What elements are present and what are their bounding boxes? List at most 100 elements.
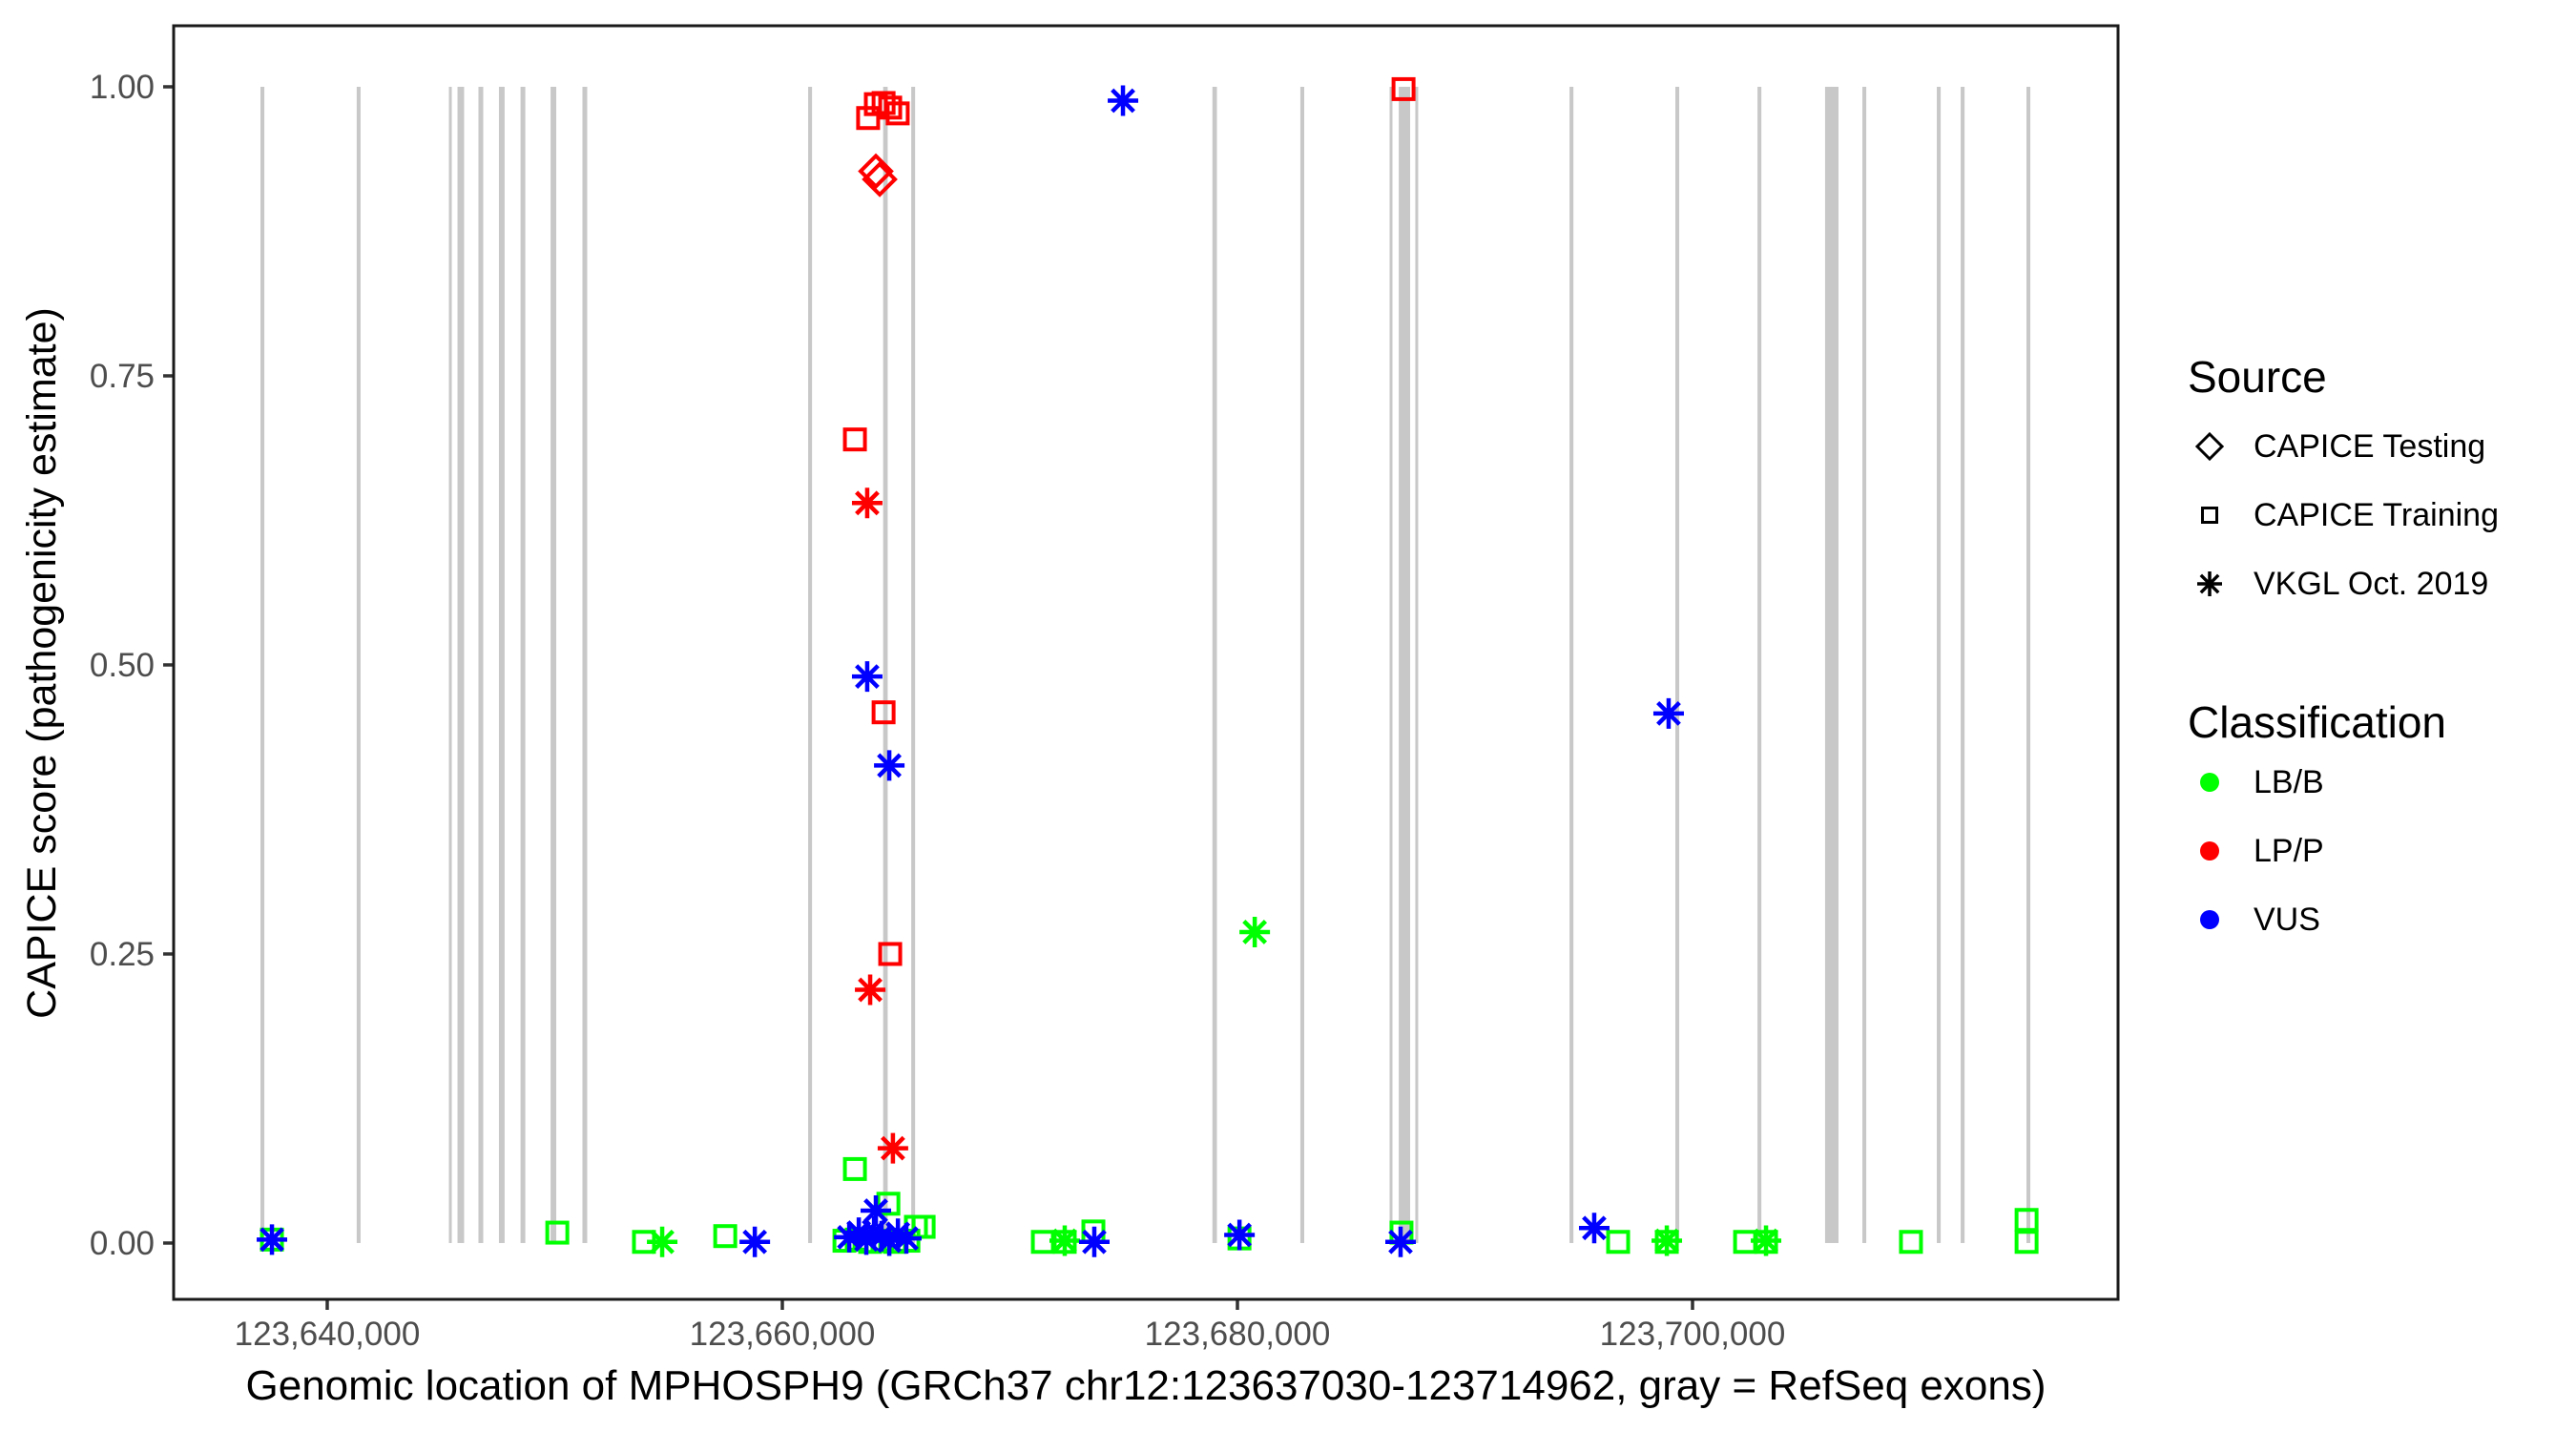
dot-icon (2200, 773, 2219, 792)
x-tick-label: 123,680,000 (1145, 1316, 1331, 1353)
y-tick-label: 0.50 (90, 647, 155, 684)
y-tick-label: 0.75 (90, 358, 155, 395)
data-point-vkgl (647, 1226, 678, 1257)
exon-bar (260, 86, 265, 1243)
legend-item-lp-p: LP/P (2175, 817, 2576, 885)
legend-classification-rows: LB/B LP/P VUS (2175, 748, 2576, 954)
data-point-vkgl (874, 750, 905, 781)
x-tick-label: 123,640,000 (235, 1316, 421, 1353)
data-point-vkgl (877, 1132, 908, 1164)
data-point-training (842, 427, 867, 452)
exon-bar (1212, 86, 1217, 1243)
legend-item-vkgl-oct-2019: VKGL Oct. 2019 (2175, 550, 2576, 618)
exon-bar (582, 86, 588, 1243)
exon-bar (808, 86, 813, 1243)
data-point-training (1391, 76, 1416, 101)
exon-bar (1389, 86, 1393, 1243)
x-tick-label: 123,700,000 (1600, 1316, 1786, 1353)
data-point-training (878, 95, 903, 120)
exon-bar (1937, 86, 1942, 1243)
data-point-vkgl (851, 661, 883, 693)
data-point-vkgl (861, 1195, 892, 1227)
y-tick-label: 1.00 (90, 69, 155, 106)
legend-source-rows: CAPICE Testing CAPICE Training VKGL Oct. 2… (2175, 412, 2576, 618)
data-point-vkgl (1224, 1219, 1256, 1251)
data-point-vkgl (855, 974, 886, 1006)
data-point-training (885, 101, 910, 126)
legend-item-lb-b: LB/B (2175, 748, 2576, 817)
data-point-vkgl (1078, 1226, 1110, 1257)
legend-item-capice-testing: CAPICE Testing (2175, 412, 2576, 481)
exon-bar (1415, 86, 1419, 1243)
data-point-training (876, 1192, 901, 1216)
y-tick-label: 0.25 (90, 936, 155, 973)
legend-source-title: Source (2188, 352, 2327, 402)
exon-bar (1299, 86, 1304, 1243)
exon-bar (1824, 86, 1839, 1243)
data-point-vkgl (1239, 916, 1271, 947)
data-point-vkgl (865, 1220, 897, 1252)
y-tick-label: 0.00 (90, 1225, 155, 1262)
exon-bar (883, 86, 888, 1243)
data-point-training (545, 1220, 570, 1245)
data-point-vkgl (883, 1218, 914, 1250)
exon-bar (478, 86, 484, 1243)
exon-bar (498, 86, 505, 1243)
data-point-testing (862, 161, 898, 197)
data-point-training (2014, 1208, 2039, 1233)
exon-bar (1399, 86, 1411, 1243)
data-point-vkgl (1049, 1225, 1080, 1256)
data-point-vkgl (890, 1223, 922, 1255)
data-point-vkgl (739, 1226, 771, 1257)
diamond-icon (2194, 431, 2225, 462)
data-point-training (911, 1214, 936, 1239)
exon-bar (457, 86, 465, 1243)
x-axis-title: Genomic location of MPHOSPH9 (GRCh37 chr… (245, 1362, 2046, 1409)
data-point-vkgl (834, 1221, 865, 1253)
legend-classification: Classification LB/B LP/P VUS (2175, 698, 2576, 954)
asterisk-icon (2197, 571, 2222, 596)
legend-item-label: VUS (2254, 901, 2320, 938)
data-point-training (871, 700, 896, 725)
x-tick-label: 123,660,000 (690, 1316, 876, 1353)
legend-item-label: CAPICE Training (2254, 496, 2499, 533)
legend-item-label: CAPICE Testing (2254, 427, 2486, 465)
legend-item-label: LB/B (2254, 763, 2324, 800)
data-point-vkgl (1108, 85, 1139, 116)
exon-bar (2026, 86, 2031, 1243)
data-point-training (856, 106, 881, 131)
data-point-vkgl (1751, 1225, 1782, 1256)
exon-bar (551, 86, 557, 1243)
data-point-training (713, 1224, 737, 1249)
legend-item-capice-training: CAPICE Training (2175, 481, 2576, 550)
data-point-training (842, 1156, 867, 1181)
data-point-testing (858, 153, 894, 190)
exon-bar (911, 86, 916, 1243)
legend-item-vus: VUS (2175, 885, 2576, 954)
y-axis-title: CAPICE score (pathogenicity estimate) (19, 307, 65, 1019)
data-point-vkgl (1578, 1213, 1610, 1244)
data-point-vkgl (1385, 1226, 1416, 1257)
square-icon (2201, 507, 2218, 524)
data-point-training (1899, 1230, 1923, 1255)
legend-classification-title: Classification (2188, 697, 2446, 747)
data-point-training (1606, 1230, 1631, 1255)
data-point-training (878, 942, 903, 966)
exon-bar (448, 86, 452, 1243)
legend-item-label: LP/P (2254, 832, 2324, 869)
data-point-training (2014, 1230, 2039, 1255)
exon-bar (1757, 86, 1762, 1243)
panel-border (172, 24, 2120, 1301)
data-point-vkgl (851, 487, 883, 519)
exon-bar (520, 86, 526, 1243)
data-point-vkgl (1652, 697, 1684, 729)
dot-icon (2200, 841, 2219, 861)
legend-item-label: VKGL Oct. 2019 (2254, 565, 2489, 602)
exon-bar (1569, 86, 1574, 1243)
data-point-vkgl (257, 1224, 288, 1255)
exon-bar (1674, 86, 1680, 1243)
dot-icon (2200, 910, 2219, 929)
exon-bar (1961, 86, 1965, 1243)
